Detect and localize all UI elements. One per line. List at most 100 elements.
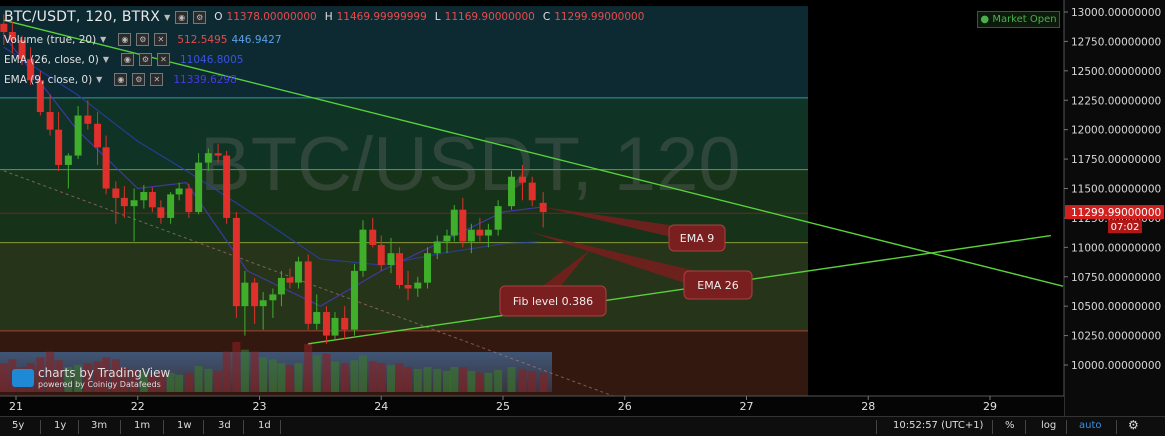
callout-box[interactable] — [683, 270, 753, 300]
symbol-title[interactable]: BTC/USDT, 120, BTRX — [4, 9, 161, 25]
market-status-badge: ● Market Open — [977, 11, 1060, 28]
candle-body — [396, 253, 404, 285]
indicator-volume: Volume (true, 20) ▼ ◉ ⚙ ✕ 512.5495 446.9… — [4, 33, 282, 46]
percent-toggle[interactable]: % — [1005, 420, 1015, 431]
candle-body — [64, 155, 72, 165]
volume-bar — [442, 370, 451, 392]
dashed-trendline[interactable] — [3, 170, 625, 401]
volume-bar — [240, 349, 249, 392]
gear-icon[interactable]: ⚙ — [193, 10, 207, 24]
callout-box[interactable] — [668, 224, 726, 252]
eye-icon[interactable]: ◉ — [121, 53, 134, 66]
volume-bar — [450, 367, 459, 392]
indicator-ema26-label[interactable]: EMA (26, close, 0) — [4, 53, 99, 66]
separator — [203, 420, 204, 434]
close-icon[interactable]: ✕ — [157, 53, 170, 66]
candle-body — [459, 209, 467, 242]
volume-bar — [340, 363, 349, 392]
volume-bar — [0, 363, 8, 392]
candle-body — [350, 270, 358, 330]
range-button-3d[interactable]: 3d — [218, 420, 231, 431]
volume-bar — [175, 374, 184, 392]
callout-box[interactable] — [499, 285, 607, 317]
candle-body — [322, 312, 330, 336]
price-tick-label: 10000.00000000 — [1071, 360, 1161, 372]
indicator-ema9-label[interactable]: EMA (9, close, 0) — [4, 73, 93, 86]
open-label: O — [214, 11, 223, 23]
candle-body — [424, 253, 432, 283]
open-value: 11378.00000000 — [226, 11, 317, 23]
close-icon[interactable]: ✕ — [150, 73, 164, 86]
range-button-1y[interactable]: 1y — [54, 420, 67, 431]
eye-icon[interactable]: ◉ — [118, 33, 132, 46]
auto-toggle[interactable]: auto — [1079, 420, 1102, 431]
indicator-volume-label[interactable]: Volume (true, 20) — [4, 33, 97, 46]
low-value: 11169.90000000 — [444, 11, 535, 23]
clock-display[interactable]: 10:52:57 (UTC+1) — [893, 420, 984, 431]
volume-bar — [304, 343, 313, 392]
range-button-5y[interactable]: 5y — [12, 420, 25, 431]
price-tick-label: 11000.00000000 — [1071, 242, 1161, 254]
chevron-down-icon[interactable]: ▼ — [164, 12, 171, 22]
ema26-line[interactable] — [3, 46, 540, 266]
separator — [163, 420, 164, 434]
candle-body — [404, 284, 412, 289]
time-axis[interactable]: 21 22 23 24 25 26 27 28 29 — [0, 395, 1064, 416]
candle-body — [508, 176, 516, 207]
volume-bar — [83, 363, 92, 392]
volume-bar — [458, 367, 467, 392]
gear-icon[interactable]: ⚙ — [1128, 418, 1139, 432]
gear-icon[interactable]: ⚙ — [136, 33, 150, 46]
range-button-3m[interactable]: 3m — [91, 420, 108, 431]
volume-bar — [166, 372, 175, 392]
volume-bar — [214, 370, 223, 392]
range-button-1d[interactable]: 1d — [258, 420, 271, 431]
annotations[interactable]: EMA 9 EMA 26 Fib level 0.386 — [499, 207, 753, 317]
candle-body — [313, 312, 321, 324]
volume-bar — [102, 357, 111, 392]
candle-body — [102, 147, 110, 189]
volume-bar — [484, 372, 493, 392]
fib-zone — [0, 242, 808, 331]
volume-bar — [139, 371, 148, 392]
high-value: 11469.99999999 — [336, 11, 427, 23]
candle-body — [167, 194, 175, 218]
volume-bar — [294, 363, 303, 392]
time-tick-label: 29 — [983, 400, 997, 413]
candle-body — [433, 241, 441, 254]
eye-icon[interactable]: ◉ — [114, 73, 128, 86]
gear-icon[interactable]: ⚙ — [139, 53, 152, 66]
bottom-toolbar: 5y 1y 3m 1m 1w 3d 1d 10:52:57 (UTC+1) % … — [0, 416, 1165, 436]
candle-body — [450, 209, 458, 236]
separator — [992, 420, 993, 434]
price-tick-label: 12750.00000000 — [1071, 36, 1161, 48]
volume-bar — [204, 368, 213, 392]
trendline[interactable] — [3, 19, 1064, 287]
separator — [876, 420, 877, 434]
candle-body — [36, 80, 44, 113]
candle-body — [27, 59, 35, 81]
candle-body — [269, 294, 277, 301]
volume-bar — [350, 360, 359, 392]
close-icon[interactable]: ✕ — [154, 33, 168, 46]
chevron-down-icon[interactable]: ▼ — [96, 75, 103, 84]
gear-icon[interactable]: ⚙ — [132, 73, 146, 86]
log-toggle[interactable]: log — [1041, 420, 1057, 431]
eye-icon[interactable]: ◉ — [175, 10, 189, 24]
candle-body — [214, 153, 222, 156]
tradingview-attribution[interactable]: charts by TradingView powered by Coinigy… — [12, 366, 170, 389]
candle-body — [259, 300, 267, 307]
price-axis[interactable]: 13000.00000000 12750.00000000 12500.000000… — [1063, 0, 1165, 416]
range-button-1m[interactable]: 1m — [134, 420, 151, 431]
separator — [1066, 420, 1067, 434]
trendline[interactable] — [308, 234, 1051, 345]
time-tick-label: 25 — [496, 400, 510, 413]
chevron-down-icon[interactable]: ▼ — [100, 35, 107, 44]
callout-pointer — [540, 250, 590, 292]
volume-bar — [377, 363, 386, 392]
chevron-down-icon[interactable]: ▼ — [102, 55, 109, 64]
volume-bar — [358, 355, 367, 392]
candle-body — [414, 282, 422, 289]
range-button-1w[interactable]: 1w — [177, 420, 192, 431]
